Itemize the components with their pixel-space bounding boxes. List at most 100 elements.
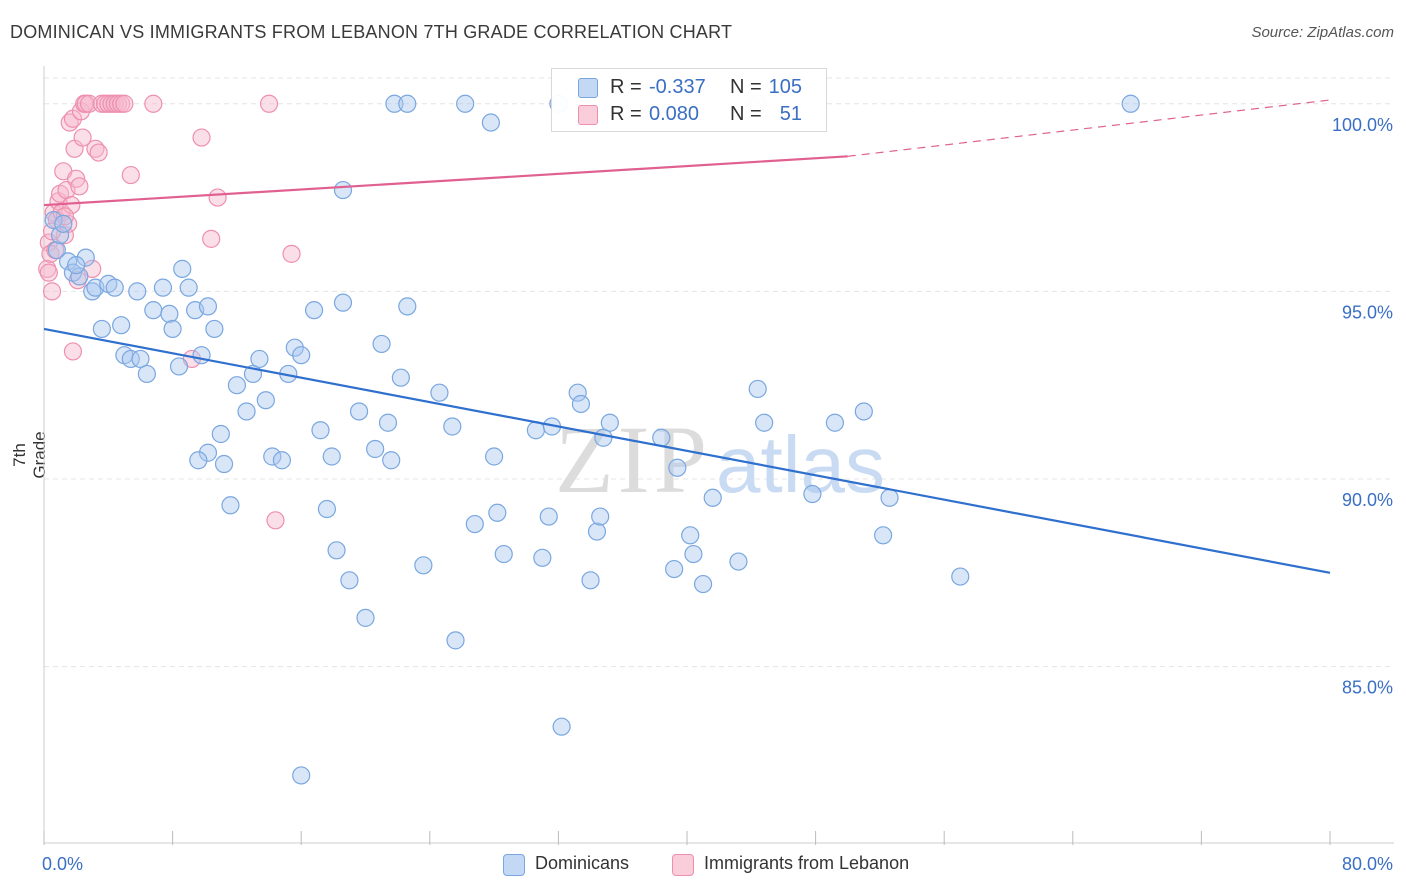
dominican-point <box>382 451 401 470</box>
dominican-point <box>112 316 131 335</box>
dominican-point <box>317 499 337 519</box>
lebanon-point <box>55 207 74 226</box>
axes <box>43 66 1394 845</box>
dominican-point <box>693 574 713 594</box>
dominican-point <box>153 278 173 297</box>
dominican-point <box>481 113 500 132</box>
lebanon-point <box>62 195 81 215</box>
lebanon-point <box>70 177 89 196</box>
lebanon-point <box>208 188 227 207</box>
dominican-point <box>121 349 140 369</box>
series-label-dominicans: Dominicans <box>535 853 630 873</box>
dominican-point <box>304 301 324 320</box>
dominican-point <box>327 541 346 560</box>
dominican-point <box>372 334 391 354</box>
dominican-point <box>755 413 774 432</box>
lebanon-point <box>266 511 285 530</box>
dominican-point <box>748 379 767 399</box>
lebanon-points <box>38 94 767 530</box>
dominican-point <box>414 556 433 575</box>
dominican-point <box>322 447 341 466</box>
lebanon-point <box>144 94 163 113</box>
legend-n-label: N = <box>730 103 762 125</box>
lebanon-point <box>42 282 62 301</box>
watermark-atlas: atlas <box>716 420 885 509</box>
lebanon-point <box>89 143 108 162</box>
y-tick-label: 90.0% <box>1342 490 1393 510</box>
dominican-point <box>76 248 95 267</box>
dominican-point <box>54 214 73 233</box>
legend-n-value: 51 <box>779 103 802 125</box>
dominican-point <box>854 402 873 421</box>
dominican-point <box>144 301 163 320</box>
lebanon-point <box>73 128 92 147</box>
lebanon-point <box>202 229 221 248</box>
dominican-point <box>443 417 462 436</box>
lebanon-point <box>282 244 301 263</box>
chart-title: DOMINICAN VS IMMIGRANTS FROM LEBANON 7TH… <box>10 22 733 42</box>
dominican-point <box>446 631 465 650</box>
dominican-point <box>227 376 246 395</box>
lebanon-point <box>79 94 99 113</box>
dominican-point <box>311 421 330 440</box>
dominican-point <box>729 552 748 571</box>
dominican-point <box>189 451 208 470</box>
dominican-point <box>173 259 192 278</box>
dominican-point <box>665 559 684 579</box>
dominican-point <box>137 364 156 384</box>
dominican-point <box>398 94 417 113</box>
dominican-point <box>47 241 66 260</box>
legend-n-value: 105 <box>768 76 802 98</box>
series-swatch-blue <box>503 854 525 876</box>
watermark: ZIP atlas <box>555 406 885 513</box>
dominican-point <box>198 443 218 462</box>
dominican-point <box>221 496 240 515</box>
dominican-point <box>356 608 375 627</box>
dominican-point <box>494 544 513 564</box>
dominican-point <box>163 319 182 339</box>
dominican-point <box>552 717 571 736</box>
dominican-point <box>430 383 449 402</box>
dominican-point <box>391 368 410 387</box>
lebanon-point <box>63 342 83 361</box>
dominican-point <box>198 297 218 316</box>
legend-row-lebanon: R = 0.080 N = 51 <box>552 100 826 128</box>
series-swatch-pink <box>672 854 694 876</box>
dominican-point <box>378 413 398 432</box>
dominican-point <box>874 526 893 545</box>
axis-labels: 85.0% 90.0% 95.0% 100.0% 0.0% 80.0% <box>42 115 1393 874</box>
lebanon-point <box>115 94 134 113</box>
dominican-point <box>880 488 899 507</box>
dominican-point <box>50 226 70 245</box>
dominican-point <box>272 451 292 470</box>
dominican-point <box>803 484 822 504</box>
dominican-point <box>179 278 198 297</box>
dominican-point <box>398 297 417 316</box>
dominican-point <box>263 447 282 466</box>
dominican-point <box>192 346 211 365</box>
legend-r-value: -0.337 <box>649 76 706 98</box>
legend-r-label: R = <box>610 103 642 125</box>
legend-r-value: 0.080 <box>649 103 700 125</box>
dominican-point <box>456 94 475 113</box>
correlation-legend: R = -0.337 N = 105 R = 0.080 N = 51 <box>551 68 827 132</box>
dominican-point <box>128 282 147 301</box>
dominican-point <box>366 439 385 459</box>
dominican-point <box>703 488 722 507</box>
dominican-point <box>160 304 179 324</box>
dominican-point <box>105 278 124 297</box>
dominican-point <box>571 394 591 414</box>
lebanon-trend-line <box>43 155 848 207</box>
dominican-point <box>385 94 404 113</box>
dominican-point <box>349 402 369 421</box>
trend-lines <box>43 99 1331 574</box>
dominican-point <box>668 458 687 477</box>
dominican-point <box>681 526 700 545</box>
dominican-point <box>684 544 703 564</box>
dominican-point <box>237 402 256 421</box>
lebanon-trend-extension <box>847 99 1331 157</box>
dominican-point <box>169 357 189 376</box>
dominican-point <box>591 507 610 526</box>
dominican-point <box>333 180 353 200</box>
